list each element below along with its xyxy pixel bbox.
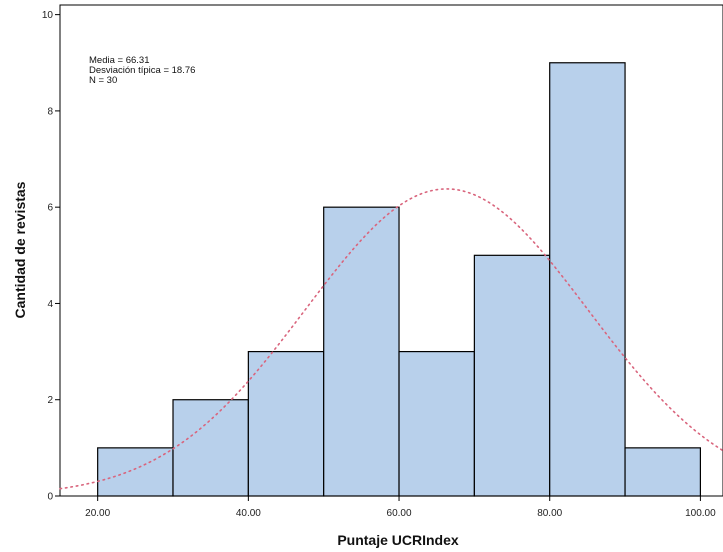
stats-n: N = 30 — [89, 75, 117, 86]
y-tick-label: 8 — [47, 106, 53, 117]
histogram-bar — [473, 254, 551, 497]
histogram-bar — [549, 62, 626, 497]
y-tick-label: 6 — [47, 203, 53, 214]
x-axis: 20.00 40.00 60.00 80.00 100.00 — [85, 496, 716, 519]
y-tick-label: 4 — [47, 299, 53, 310]
x-tick-label: 20.00 — [85, 508, 110, 519]
y-axis-title: Cantidad de revistas — [12, 181, 28, 318]
y-axis: 0 2 4 6 8 10 — [42, 10, 60, 503]
x-tick-label: 60.00 — [387, 508, 412, 519]
x-tick-label: 80.00 — [537, 508, 562, 519]
histogram-bar — [247, 350, 325, 497]
y-tick-label: 2 — [47, 395, 53, 406]
x-tick-label: 100.00 — [685, 508, 716, 519]
y-tick-label: 10 — [42, 10, 54, 21]
histogram-bar — [97, 447, 174, 497]
x-tick-label: 40.00 — [236, 508, 261, 519]
histogram-bar — [624, 447, 701, 497]
stats-box: Media = 66.31 Desviación típica = 18.76 … — [89, 55, 195, 86]
y-tick-label: 0 — [47, 492, 53, 503]
stats-sd: Desviación típica = 18.76 — [89, 65, 195, 76]
histogram-bar — [323, 206, 400, 497]
histogram-bar — [172, 399, 249, 497]
x-axis-title: Puntaje UCRIndex — [337, 532, 459, 548]
bars-group — [97, 62, 701, 497]
histogram-bar — [398, 350, 475, 497]
stats-mean: Media = 66.31 — [89, 55, 149, 66]
normal-curve — [59, 188, 723, 490]
